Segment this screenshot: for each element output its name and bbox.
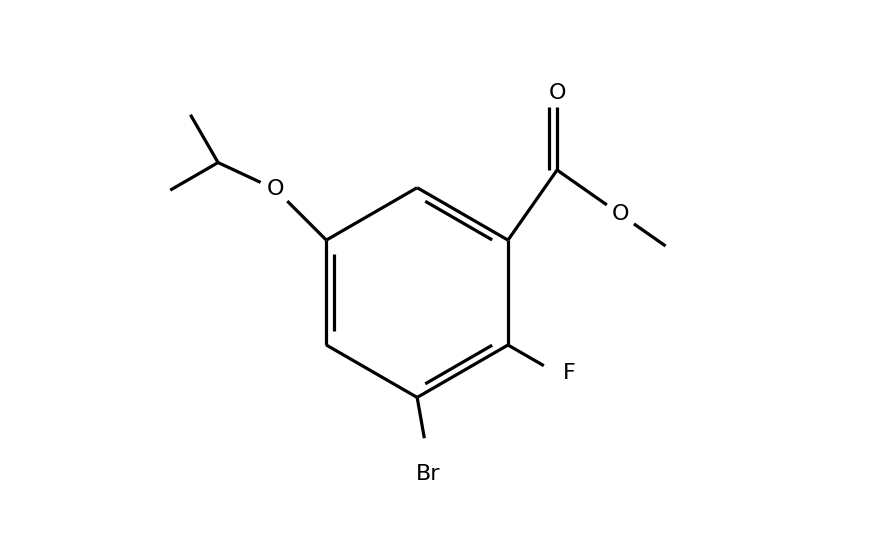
Text: F: F [563, 363, 576, 383]
Text: O: O [612, 204, 629, 224]
Text: O: O [267, 179, 285, 199]
Text: Br: Br [415, 464, 440, 484]
Text: O: O [548, 83, 566, 103]
